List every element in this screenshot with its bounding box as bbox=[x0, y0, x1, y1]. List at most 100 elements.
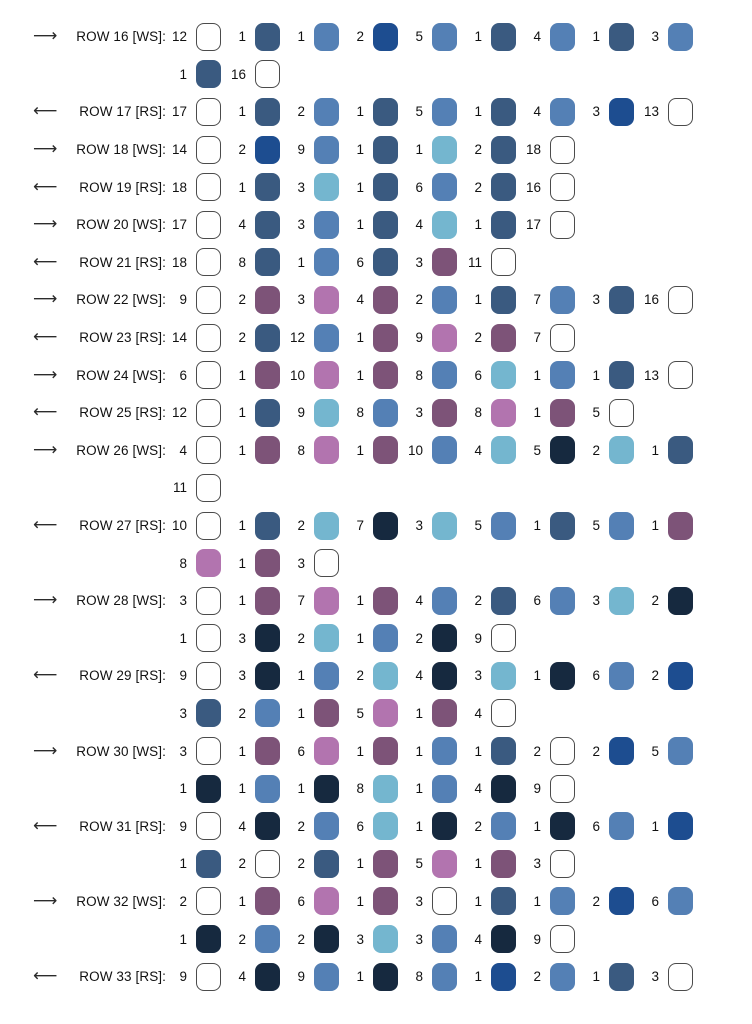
color-swatch-verydark bbox=[196, 774, 221, 803]
stitch-group: 1 bbox=[461, 210, 520, 239]
stitch-group: 1 bbox=[461, 887, 520, 916]
stitch-group: 16 bbox=[225, 60, 284, 89]
color-swatch-purple bbox=[373, 849, 398, 878]
stitch-count: 4 bbox=[533, 104, 541, 120]
color-swatch-white bbox=[196, 624, 221, 653]
color-swatch-darkslate bbox=[314, 849, 339, 878]
stitch-group: 9 bbox=[284, 135, 343, 164]
stitch-count: 5 bbox=[533, 442, 541, 458]
stitch-count: 1 bbox=[356, 217, 364, 233]
stitch-count: 3 bbox=[592, 292, 600, 308]
stitch-group: 9 bbox=[166, 285, 225, 314]
color-swatch-white bbox=[255, 60, 280, 89]
stitch-count: 1 bbox=[238, 893, 246, 909]
stitch-group: 1 bbox=[343, 586, 402, 615]
stitch-group: 1 bbox=[166, 774, 225, 803]
color-swatch-medblue bbox=[314, 812, 339, 841]
color-swatch-darkslate bbox=[373, 135, 398, 164]
stitch-sequence: 14 2 9 1 1 2 18 bbox=[166, 135, 579, 164]
stitch-count: 9 bbox=[179, 668, 187, 684]
color-swatch-medblue bbox=[432, 22, 457, 51]
stitch-sequence: 10 1 2 7 3 5 1 5 1 bbox=[166, 511, 697, 540]
color-swatch-darkslate bbox=[491, 737, 516, 766]
stitch-group: 4 bbox=[225, 210, 284, 239]
color-swatch-darkslate bbox=[491, 22, 516, 51]
stitch-count: 1 bbox=[474, 29, 482, 45]
stitch-count: 18 bbox=[171, 179, 187, 195]
color-swatch-purple bbox=[255, 436, 280, 465]
color-swatch-medblue bbox=[668, 737, 693, 766]
stitch-count: 7 bbox=[356, 518, 364, 534]
stitch-group: 1 bbox=[284, 774, 343, 803]
stitch-sequence: 1 2 2 1 5 1 3 bbox=[166, 849, 579, 878]
stitch-count: 14 bbox=[171, 142, 187, 158]
stitch-count: 2 bbox=[415, 292, 423, 308]
color-swatch-purple bbox=[373, 323, 398, 352]
color-swatch-medblue bbox=[432, 925, 457, 954]
color-swatch-medblue bbox=[491, 511, 516, 540]
color-swatch-purple bbox=[550, 398, 575, 427]
color-swatch-purple bbox=[373, 737, 398, 766]
stitch-count: 2 bbox=[297, 630, 305, 646]
color-swatch-white bbox=[196, 586, 221, 615]
color-swatch-white bbox=[550, 925, 575, 954]
stitch-group: 2 bbox=[166, 887, 225, 916]
stitch-count: 1 bbox=[474, 893, 482, 909]
stitch-count: 3 bbox=[297, 555, 305, 571]
stitch-count: 2 bbox=[297, 856, 305, 872]
pattern-row: ⟵ ROW 17 [RS]: 17 1 2 1 5 1 4 3 13 bbox=[0, 93, 752, 131]
color-swatch-medblue bbox=[609, 812, 634, 841]
color-swatch-darkslate bbox=[255, 511, 280, 540]
color-swatch-orchid bbox=[314, 285, 339, 314]
row-label: ROW 28 [WS]: bbox=[76, 593, 166, 609]
stitch-count: 2 bbox=[238, 931, 246, 947]
stitch-count: 3 bbox=[592, 593, 600, 609]
stitch-group: 4 bbox=[225, 812, 284, 841]
color-swatch-verydark bbox=[373, 511, 398, 540]
color-swatch-lightcyan bbox=[432, 210, 457, 239]
stitch-count: 1 bbox=[651, 818, 659, 834]
stitch-count: 1 bbox=[474, 969, 482, 985]
stitch-group: 1 bbox=[343, 737, 402, 766]
stitch-count: 6 bbox=[474, 367, 482, 383]
color-swatch-verydark bbox=[432, 812, 457, 841]
stitch-count: 5 bbox=[651, 743, 659, 759]
stitch-count: 1 bbox=[238, 405, 246, 421]
stitch-count: 1 bbox=[356, 969, 364, 985]
color-swatch-medblue bbox=[255, 699, 280, 728]
stitch-count: 2 bbox=[238, 705, 246, 721]
color-swatch-medblue bbox=[314, 323, 339, 352]
color-swatch-purple bbox=[373, 887, 398, 916]
color-swatch-lightcyan bbox=[373, 925, 398, 954]
color-swatch-darkslate bbox=[609, 285, 634, 314]
stitch-count: 5 bbox=[415, 104, 423, 120]
stitch-count: 3 bbox=[297, 217, 305, 233]
stitch-count: 9 bbox=[533, 931, 541, 947]
stitch-count: 3 bbox=[415, 254, 423, 270]
stitch-count: 1 bbox=[297, 254, 305, 270]
color-swatch-white bbox=[550, 210, 575, 239]
stitch-group: 6 bbox=[343, 248, 402, 277]
color-swatch-white bbox=[196, 887, 221, 916]
color-swatch-darkslate bbox=[550, 511, 575, 540]
color-swatch-darkslate bbox=[609, 361, 634, 390]
stitch-sequence: 1 3 2 1 2 9 bbox=[166, 624, 520, 653]
stitch-count: 6 bbox=[651, 893, 659, 909]
color-swatch-medblue bbox=[432, 361, 457, 390]
stitch-count: 6 bbox=[415, 179, 423, 195]
stitch-count: 1 bbox=[238, 104, 246, 120]
color-swatch-lightcyan bbox=[491, 436, 516, 465]
color-swatch-lightcyan bbox=[432, 135, 457, 164]
color-swatch-purple bbox=[432, 248, 457, 277]
stitch-group: 4 bbox=[520, 22, 579, 51]
pattern-row: ⟵ ROW 33 [RS]: 9 4 9 1 8 1 2 1 3 bbox=[0, 958, 752, 996]
stitch-sequence: 11 bbox=[166, 473, 225, 502]
color-swatch-lightcyan bbox=[314, 624, 339, 653]
color-swatch-verydark bbox=[432, 624, 457, 653]
color-swatch-white bbox=[196, 436, 221, 465]
row-label: ROW 33 [RS]: bbox=[79, 969, 166, 985]
pattern-row: ⟵ ROW 31 [RS]: 9 4 2 6 1 2 1 6 1 bbox=[0, 807, 752, 845]
pattern-row: ⟵ ROW 23 [RS]: 14 2 12 1 9 2 7 bbox=[0, 319, 752, 357]
color-swatch-purple bbox=[491, 323, 516, 352]
stitch-count: 12 bbox=[171, 29, 187, 45]
